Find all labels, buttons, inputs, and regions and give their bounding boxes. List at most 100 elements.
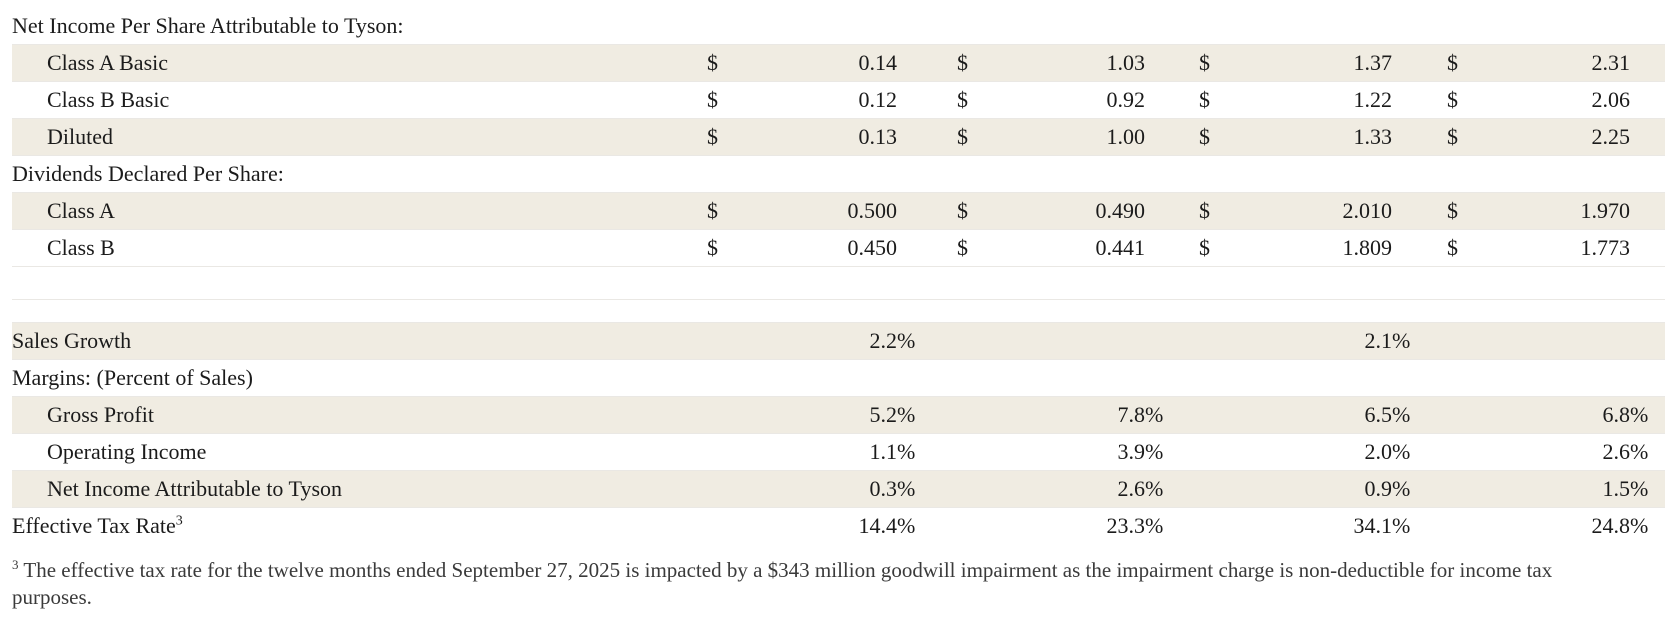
currency-symbol-cell xyxy=(695,433,757,471)
value-cell: 1.809 xyxy=(1251,229,1392,267)
percent-symbol-cell xyxy=(1630,44,1665,82)
currency-symbol-cell xyxy=(957,322,1009,360)
percent-symbol-cell xyxy=(897,229,957,267)
currency-symbol-cell: $ xyxy=(695,44,757,82)
percent-symbol-cell xyxy=(1145,155,1199,193)
currency-symbol-cell: $ xyxy=(1447,229,1499,267)
percent-symbol-cell xyxy=(1145,229,1199,267)
value-cell: 0.13 xyxy=(757,118,897,156)
row-label: Diluted xyxy=(12,118,695,156)
percent-symbol-cell: % xyxy=(1145,433,1199,471)
spacer-row xyxy=(12,266,1665,300)
row-label: Class A Basic xyxy=(12,44,695,82)
percent-symbol-cell: % xyxy=(897,470,957,508)
currency-symbol-cell: $ xyxy=(1199,44,1251,82)
currency-symbol-cell: $ xyxy=(1199,192,1251,230)
currency-symbol-cell: $ xyxy=(957,229,1009,267)
percent-symbol-cell xyxy=(1145,8,1199,45)
percent-symbol-cell xyxy=(1145,118,1199,156)
row-class-b: Class B $0.450 $0.441 $1.809 $1.773 xyxy=(12,229,1665,267)
currency-symbol-cell: $ xyxy=(695,81,757,119)
row-class-b-basic: Class B Basic $0.12 $0.92 $1.22 $2.06 xyxy=(12,81,1665,119)
percent-symbol-cell: % xyxy=(897,396,957,434)
percent-symbol-cell xyxy=(1630,359,1665,397)
value-cell: 1.00 xyxy=(1009,118,1145,156)
currency-symbol-cell xyxy=(1199,470,1251,508)
value-cell xyxy=(1009,155,1145,193)
row-label: Effective Tax Rate3 xyxy=(12,507,695,544)
value-cell: 2.1 xyxy=(1251,322,1392,360)
value-cell: 0.3 xyxy=(757,470,897,508)
percent-symbol-cell xyxy=(1145,322,1199,360)
currency-symbol-cell xyxy=(957,470,1009,508)
financial-table-body: Net Income Per Share Attributable to Tys… xyxy=(12,8,1665,544)
currency-symbol-cell: $ xyxy=(695,192,757,230)
currency-symbol-cell xyxy=(1447,396,1499,434)
label-superscript: 3 xyxy=(175,513,183,529)
value-cell xyxy=(757,359,897,397)
percent-symbol-cell xyxy=(1630,322,1665,360)
currency-symbol-cell: $ xyxy=(1199,81,1251,119)
percent-symbol-cell xyxy=(897,118,957,156)
currency-symbol-cell: $ xyxy=(957,81,1009,119)
currency-symbol-cell: $ xyxy=(957,118,1009,156)
currency-symbol-cell: $ xyxy=(695,229,757,267)
row-class-a-basic: Class A Basic $0.14 $1.03 $1.37 $2.31 xyxy=(12,44,1665,82)
value-cell: 34.1 xyxy=(1251,507,1392,544)
value-cell: 1.970 xyxy=(1499,192,1630,230)
row-label: Margins: (Percent of Sales) xyxy=(12,359,695,397)
currency-symbol-cell xyxy=(695,8,757,45)
currency-symbol-cell xyxy=(695,359,757,397)
percent-symbol-cell xyxy=(897,192,957,230)
footnote-superscript: 3 xyxy=(12,557,19,572)
percent-symbol-cell: % xyxy=(897,507,957,544)
percent-symbol-cell xyxy=(1630,229,1665,267)
value-cell xyxy=(757,155,897,193)
currency-symbol-cell xyxy=(1199,155,1251,193)
row-label: Sales Growth xyxy=(12,322,695,360)
row-label: Dividends Declared Per Share: xyxy=(12,155,695,193)
currency-symbol-cell xyxy=(1447,155,1499,193)
value-cell: 1.33 xyxy=(1251,118,1392,156)
spacer-cell xyxy=(12,299,1665,323)
currency-symbol-cell: $ xyxy=(1447,44,1499,82)
currency-symbol-cell xyxy=(1447,433,1499,471)
row-label: Class B xyxy=(12,229,695,267)
percent-symbol-cell xyxy=(1630,8,1665,45)
value-cell xyxy=(1251,8,1392,45)
percent-symbol-cell: % xyxy=(1630,396,1665,434)
value-cell xyxy=(1009,359,1145,397)
value-cell: 1.773 xyxy=(1499,229,1630,267)
value-cell: 0.92 xyxy=(1009,81,1145,119)
percent-symbol-cell xyxy=(1392,192,1447,230)
spacer-cell xyxy=(12,266,1665,300)
row-label: Net Income Attributable to Tyson xyxy=(12,470,695,508)
currency-symbol-cell: $ xyxy=(1447,81,1499,119)
row-label: Operating Income xyxy=(12,433,695,471)
currency-symbol-cell xyxy=(695,507,757,544)
spacer-row xyxy=(12,299,1665,323)
percent-symbol-cell: % xyxy=(1145,396,1199,434)
value-cell xyxy=(1499,8,1630,45)
currency-symbol-cell xyxy=(1447,322,1499,360)
row-effective-tax-rate: Effective Tax Rate3 14.4% 23.3% 34.1% 24.8% xyxy=(12,507,1665,544)
currency-symbol-cell xyxy=(1199,433,1251,471)
currency-symbol-cell: $ xyxy=(1199,229,1251,267)
currency-symbol-cell xyxy=(695,322,757,360)
value-cell: 14.4 xyxy=(757,507,897,544)
percent-symbol-cell xyxy=(1145,44,1199,82)
footnote-text: The effective tax rate for the twelve mo… xyxy=(12,558,1553,609)
currency-symbol-cell xyxy=(957,433,1009,471)
percent-symbol-cell xyxy=(897,155,957,193)
percent-symbol-cell: % xyxy=(1392,507,1447,544)
percent-symbol-cell: % xyxy=(1392,396,1447,434)
currency-symbol-cell: $ xyxy=(1447,118,1499,156)
value-cell xyxy=(1251,359,1392,397)
row-label: Net Income Per Share Attributable to Tys… xyxy=(12,13,404,38)
value-cell: 2.06 xyxy=(1499,81,1630,119)
currency-symbol-cell xyxy=(1199,507,1251,544)
value-cell: 3.9 xyxy=(1009,433,1145,471)
percent-symbol-cell xyxy=(1392,359,1447,397)
row-gross-profit: Gross Profit 5.2% 7.8% 6.5% 6.8% xyxy=(12,396,1665,434)
